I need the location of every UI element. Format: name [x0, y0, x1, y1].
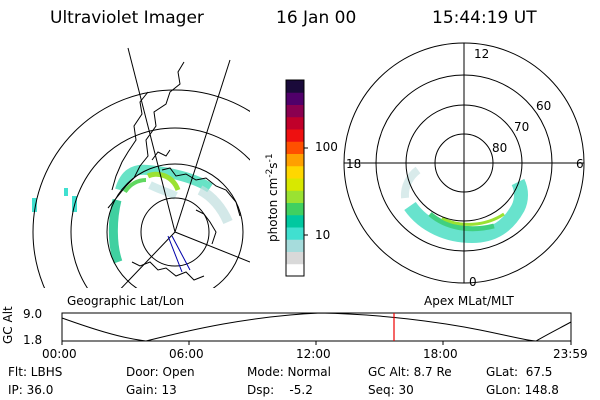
colorbar-segment [286, 178, 304, 191]
orbit-altitude-curve [61, 312, 572, 342]
geographic-caption: Geographic Lat/Lon [67, 294, 185, 308]
colorbar-segment [286, 190, 304, 203]
colorbar-unit-exp2: -1 [265, 153, 275, 163]
aurora-oval-geographic [32, 164, 233, 264]
orbit-xtick-1200: 12:00 [296, 347, 331, 361]
filter-status: Flt: LBHS [8, 365, 63, 379]
glon-status: GLon: 148.8 [486, 383, 559, 397]
colorbar-segment [286, 251, 304, 265]
colorbar-segment [286, 165, 304, 179]
colorbar-tick-100: 100 [315, 140, 338, 154]
colorbar-frame [285, 79, 305, 277]
colorbar-unit-s: s [266, 162, 280, 169]
orbit-xtick-0600: 06:00 [169, 347, 204, 361]
mlat-label-80: 80 [492, 141, 508, 155]
door-status: Door: Open [126, 365, 195, 379]
gain-status: Gain: 13 [126, 383, 177, 397]
colorbar-unit-label: photon cm-2s-1 [265, 153, 280, 242]
mode-status: Mode: Normal [247, 365, 331, 379]
colorbar-segment [286, 202, 304, 216]
time-label: 15:44:19 UT [432, 8, 537, 28]
apex-caption: Apex MLat/MLT [424, 294, 514, 308]
colorbar-segment [286, 116, 304, 130]
orbit-plot [61, 312, 572, 345]
mlat-label-70: 70 [514, 120, 530, 134]
mlat-label-60: 60 [536, 99, 552, 113]
orbit-ytick-low: 1.8 [23, 333, 43, 347]
mlt-label-12: 12 [474, 47, 490, 61]
colorbar-unit-text: photon cm [266, 177, 280, 242]
colorbar-segment [286, 92, 304, 105]
orbit-xtick-0000: 00:00 [42, 347, 77, 361]
colorbar-segment [286, 80, 304, 93]
colorbar-tick-10: 10 [315, 228, 331, 242]
colorbar-segment [286, 239, 304, 252]
colorbar-unit-exp1: -2 [265, 168, 275, 178]
geographic-map [32, 47, 250, 288]
orbit-ylabel: GC Alt [1, 306, 15, 344]
mlt-label-18: 18 [346, 157, 362, 171]
orbit-xtick-2359: 23:59 [553, 347, 588, 361]
orbit-ytick-high: 9.0 [23, 307, 43, 321]
colorbar-segment [286, 153, 304, 167]
dsp-status: Dsp: -5.2 [247, 383, 313, 397]
polar-plot [343, 42, 585, 284]
colorbar-segment [286, 129, 304, 142]
colorbar-segment [286, 104, 304, 118]
orbit-xtick-1800: 18:00 [423, 347, 458, 361]
colorbar-segment [286, 263, 304, 277]
colorbar-segment [286, 141, 304, 154]
colorbar-ticks [304, 147, 308, 236]
gc-alt-status: GC Alt: 8.7 Re [368, 365, 452, 379]
glat-status: GLat: 67.5 [486, 365, 553, 379]
mlt-label-6: 6 [576, 157, 584, 171]
colorbar-segment [286, 227, 304, 240]
seq-status: Seq: 30 [368, 383, 414, 397]
mlt-label-0: 0 [469, 275, 477, 289]
date-label: 16 Jan 00 [276, 8, 357, 28]
ip-status: IP: 36.0 [8, 383, 54, 397]
colorbar [286, 80, 304, 277]
aurora-oval-magnetic [400, 166, 528, 244]
app-title: Ultraviolet Imager [50, 8, 204, 28]
colorbar-segment [286, 214, 304, 228]
